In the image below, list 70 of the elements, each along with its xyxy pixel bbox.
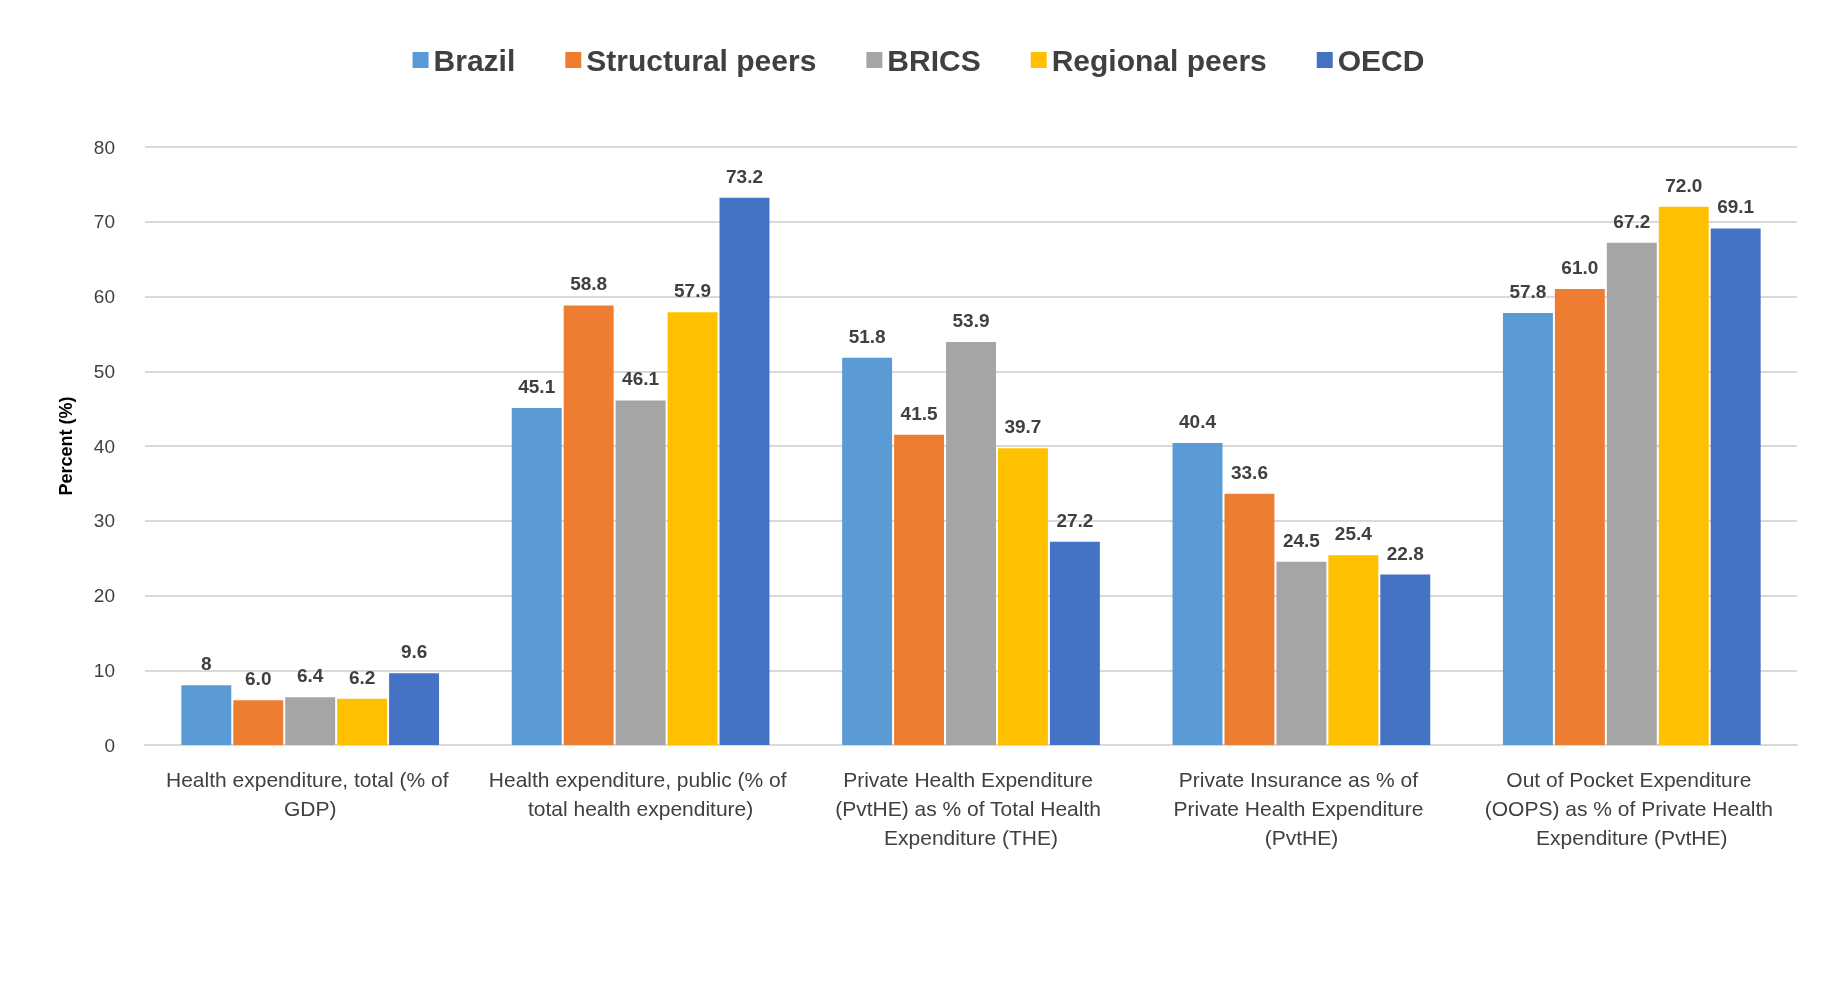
bar: [842, 357, 893, 745]
y-tick-label: 40: [93, 435, 115, 457]
bar: [1328, 555, 1379, 745]
y-axis-title: Percent (%): [56, 396, 76, 496]
legend-label: BRICS: [887, 43, 981, 77]
data-label: 46.1: [622, 368, 660, 390]
y-tick-label: 30: [93, 510, 115, 532]
bar: [1606, 242, 1657, 745]
data-label: 40.4: [1179, 411, 1217, 433]
bar: [719, 197, 770, 745]
data-label: 39.7: [1004, 416, 1042, 438]
y-tick-label: 60: [93, 286, 115, 307]
bar: [1224, 493, 1275, 745]
bar: [1710, 228, 1761, 745]
bar: [1172, 443, 1223, 745]
data-label: 8: [201, 653, 212, 675]
data-label: 9.6: [400, 641, 428, 663]
legend-label: Regional peers: [1051, 43, 1267, 77]
data-label: 69.1: [1717, 196, 1755, 218]
legend-label: Structural peers: [586, 43, 817, 77]
data-label: 27.2: [1056, 509, 1094, 531]
y-tick-label: 50: [93, 360, 115, 382]
bar: [1380, 574, 1431, 745]
x-tick-label: Private Health Expenditure (PvtHE) as % of Total Health Expenditure (THE): [835, 768, 1107, 849]
x-tick-label: Health expenditure, public (% of total health expenditure): [488, 768, 793, 820]
bar: [389, 673, 440, 745]
data-label: 41.5: [900, 402, 938, 424]
data-label: 25.4: [1334, 523, 1373, 545]
bar: [337, 698, 388, 745]
data-label: 67.2: [1613, 210, 1651, 232]
data-label: 6.0: [245, 668, 272, 690]
bar: [1502, 312, 1553, 745]
x-tick-label: Health expenditure, total (% of GDP): [166, 768, 455, 820]
bar: [894, 434, 945, 745]
data-label: 73.2: [725, 165, 763, 187]
data-label: 57.9: [674, 280, 712, 302]
y-tick-label: 0: [104, 734, 115, 756]
data-label: 33.6: [1230, 461, 1268, 483]
legend-label: Brazil: [433, 43, 516, 77]
bar: [285, 697, 336, 745]
bar: [181, 685, 232, 745]
data-label: 24.5: [1282, 529, 1321, 551]
data-label: 61.0: [1561, 257, 1599, 279]
data-label: 72.0: [1665, 174, 1703, 196]
data-label: 53.9: [952, 310, 990, 332]
bar: [997, 448, 1048, 745]
data-label: 57.8: [1509, 280, 1547, 302]
bar: [1276, 561, 1327, 745]
bar: [511, 407, 562, 745]
x-tick-label: Out of Pocket Expenditure (OOPS) as % of Private Health Expenditure (PvtHE): [1484, 768, 1779, 849]
data-label: 58.8: [570, 273, 608, 295]
data-label: 6.2: [348, 666, 376, 688]
data-label: 6.4: [296, 665, 324, 687]
y-tick-label: 80: [93, 136, 115, 158]
y-tick-label: 10: [93, 659, 115, 681]
data-label: 45.1: [518, 375, 556, 397]
y-tick-label: 20: [93, 585, 115, 606]
bar: [667, 312, 718, 745]
data-label: 51.8: [848, 325, 886, 347]
bar: [1049, 541, 1100, 745]
bar: [563, 305, 614, 745]
bar: [615, 400, 666, 745]
x-tick-label: Private Insurance as % of Private Health Expenditure (PvtHE): [1173, 768, 1430, 849]
legend-label: OECD: [1337, 43, 1425, 77]
bar: [233, 700, 284, 745]
bar: [946, 342, 996, 745]
y-tick-label: 70: [93, 211, 115, 233]
bar: [1554, 289, 1605, 745]
data-label: 22.8: [1386, 542, 1424, 564]
bar: [1658, 206, 1709, 745]
